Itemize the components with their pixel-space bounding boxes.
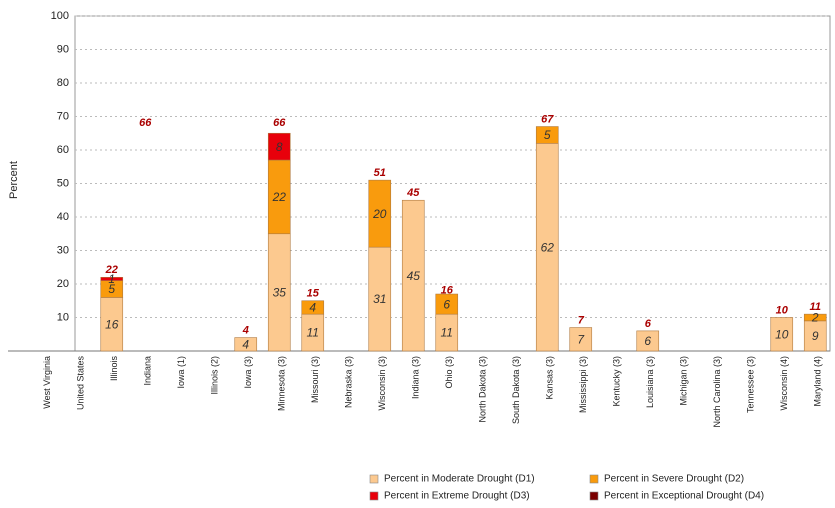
total-label: 16 [441, 284, 454, 296]
total-label: 22 [105, 264, 118, 276]
y-tick-label: 40 [57, 211, 69, 223]
bar-segment [435, 293, 459, 315]
total-label: 6 [645, 318, 652, 330]
bar-segment [401, 199, 425, 352]
x-tick-label: Illinois (2) [210, 356, 220, 395]
legend-swatch [589, 491, 599, 501]
total-label: 10 [776, 304, 789, 316]
total-label: 66 [273, 117, 286, 129]
x-tick-label: Indiana [143, 356, 153, 386]
x-tick-label: Indiana (3) [411, 356, 421, 399]
bar-segment [803, 313, 827, 322]
segment-label: 11 [307, 326, 319, 340]
bar-segment [368, 179, 392, 248]
segment-label: 35 [273, 286, 287, 300]
legend-label: Percent in Severe Drought (D2) [604, 474, 744, 485]
total-label: 11 [810, 301, 821, 313]
segment-label: 9 [812, 329, 819, 343]
segment-label: 2 [811, 311, 819, 325]
segment-label: 4 [242, 337, 249, 351]
segment-label: 4 [309, 301, 316, 315]
x-tick-label: Ohio (3) [444, 356, 454, 389]
segment-label: 45 [407, 269, 421, 283]
legend-label: Percent in Moderate Drought (D1) [384, 474, 535, 485]
bar-segment [569, 327, 593, 352]
segment-label: 20 [372, 207, 387, 221]
bar-segment [770, 317, 794, 352]
legend-label: Percent in Exceptional Drought (D4) [604, 491, 764, 502]
total-label: 4 [242, 325, 249, 337]
x-tick-label: Louisiana (3) [645, 356, 655, 408]
segment-label: 8 [276, 140, 283, 154]
x-tick-label: Maryland (4) [813, 356, 823, 407]
y-tick-label: 10 [57, 311, 69, 323]
total-label: 7 [578, 314, 585, 326]
y-tick-label: 30 [57, 244, 69, 256]
x-tick-label: Mississippi (3) [578, 356, 588, 413]
segment-label: 22 [272, 190, 287, 204]
legend-swatch [369, 491, 379, 501]
segment-label: 11 [441, 326, 453, 340]
total-label: 51 [374, 167, 386, 179]
y-axis-label: Percent [8, 161, 20, 199]
segment-label: 5 [544, 128, 551, 142]
segment-label: 6 [644, 334, 651, 348]
x-tick-label: Kansas (3) [545, 356, 555, 400]
bar-segment [636, 330, 660, 352]
x-tick-label: Michigan (3) [679, 356, 689, 406]
segment-label: 62 [541, 240, 555, 254]
y-tick-label: 70 [57, 110, 69, 122]
total-label: 15 [307, 288, 320, 300]
segment-label: 31 [373, 292, 386, 306]
x-tick-label: North Carolina (3) [712, 356, 722, 428]
segment-label: 7 [577, 332, 585, 346]
x-tick-label: Tennessee (3) [746, 356, 756, 413]
segment-label: 10 [775, 327, 789, 341]
legend-swatch [369, 474, 379, 484]
y-tick-label: 50 [57, 177, 69, 189]
y-tick-label: 20 [57, 278, 69, 290]
total-label: 45 [406, 187, 420, 199]
y-tick-label: 60 [57, 144, 69, 156]
x-tick-label: Iowa (1) [176, 356, 186, 389]
bar-segment [301, 300, 325, 315]
segment-label: 6 [443, 297, 450, 311]
total-label: 67 [541, 113, 554, 125]
segment-label: 16 [105, 317, 119, 331]
x-tick-label: North Dakota (3) [478, 356, 488, 423]
x-tick-label: Nebraska (3) [344, 356, 354, 408]
y-tick-label: 100 [51, 10, 69, 22]
segment-label: 1 [108, 272, 115, 286]
x-tick-label: Wisconsin (4) [779, 356, 789, 411]
bar-segment [267, 132, 291, 161]
legend-swatch [589, 474, 599, 484]
x-tick-label: Missouri (3) [310, 356, 320, 403]
x-tick-label: United States [76, 356, 86, 411]
total-label: 66 [139, 117, 152, 129]
x-tick-label: Illinois [109, 356, 119, 382]
bar-segment [234, 337, 258, 352]
x-tick-label: South Dakota (3) [511, 356, 521, 424]
bar-segment [100, 276, 124, 281]
x-tick-label: Kentucky (3) [612, 356, 622, 407]
y-tick-label: 90 [57, 43, 69, 55]
x-tick-label: West Virginia [42, 356, 52, 409]
x-tick-label: Wisconsin (3) [377, 356, 387, 411]
segment-label: 5 [108, 282, 115, 296]
bar-segment [535, 126, 559, 144]
x-tick-label: Iowa (3) [243, 356, 253, 389]
legend-label: Percent in Extreme Drought (D3) [384, 491, 530, 502]
x-tick-label: Minnesota (3) [277, 356, 287, 411]
y-tick-label: 80 [57, 77, 69, 89]
